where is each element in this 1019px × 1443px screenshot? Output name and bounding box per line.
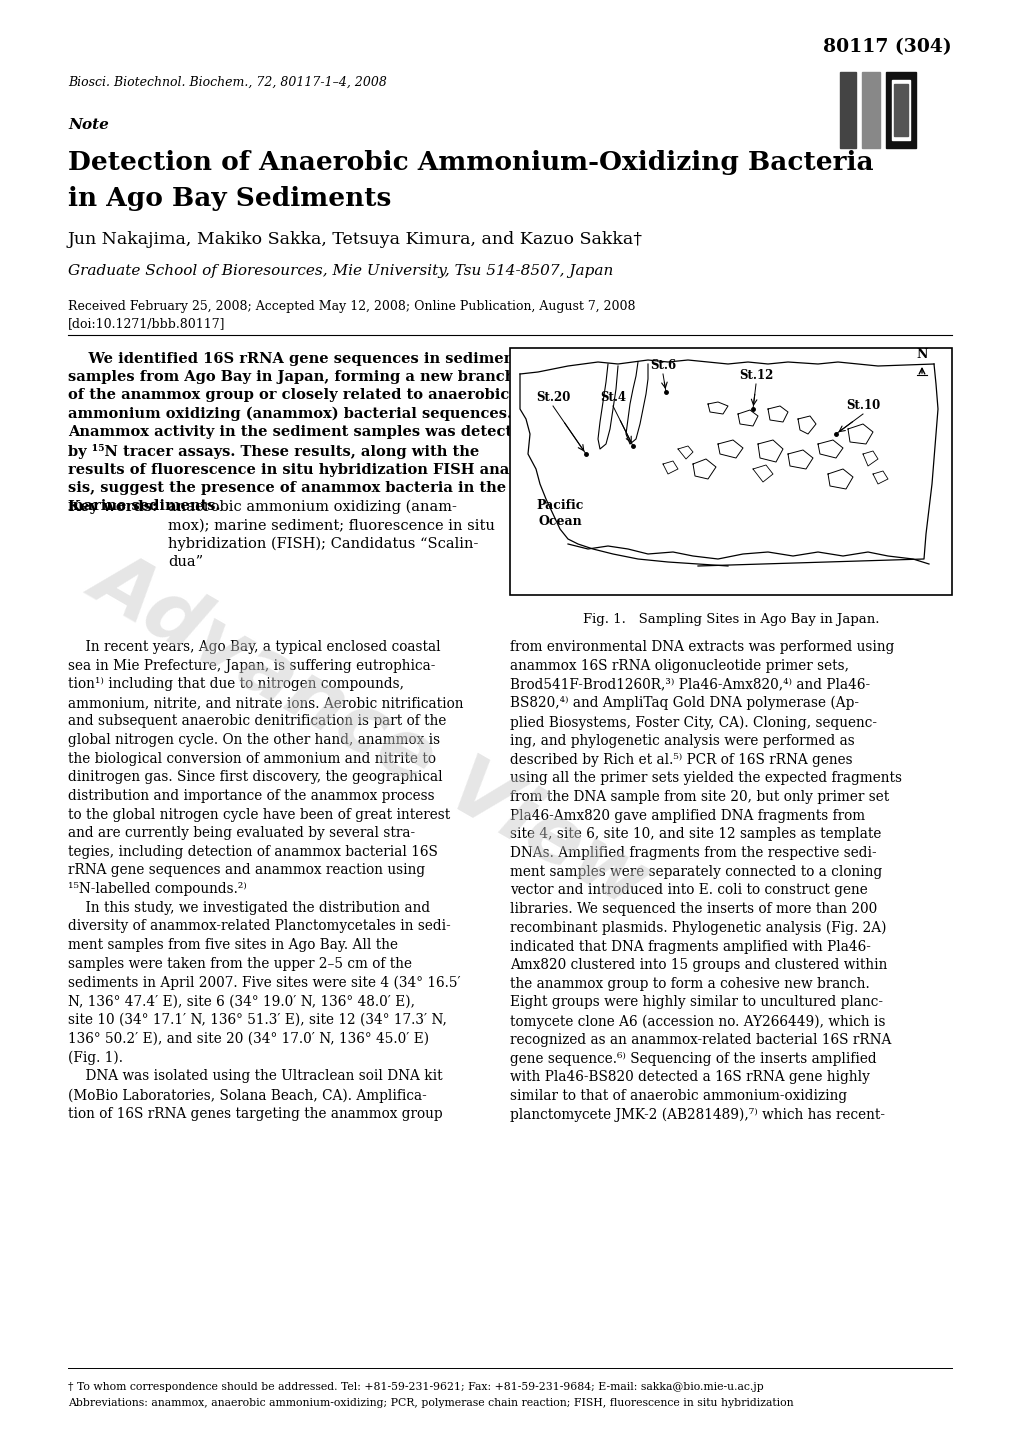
- Text: In recent years, Ago Bay, a typical enclosed coastal
sea in Mie Prefecture, Japa: In recent years, Ago Bay, a typical encl…: [68, 641, 463, 1121]
- Text: Jun Nakajima, Makiko Sakka, Tetsuya Kimura, and Kazuo Sakka†: Jun Nakajima, Makiko Sakka, Tetsuya Kimu…: [68, 231, 642, 248]
- Text: 80117 (304): 80117 (304): [822, 38, 951, 56]
- Text: Graduate School of Bioresources, Mie University, Tsu 514-8507, Japan: Graduate School of Bioresources, Mie Uni…: [68, 264, 612, 278]
- Polygon shape: [861, 72, 879, 149]
- Text: Biosci. Biotechnol. Biochem., 72, 80117-1–4, 2008: Biosci. Biotechnol. Biochem., 72, 80117-…: [68, 76, 386, 89]
- Polygon shape: [886, 72, 915, 149]
- Text: St.6: St.6: [649, 359, 676, 372]
- Text: St.4: St.4: [599, 391, 626, 404]
- Text: anaerobic ammonium oxidizing (anam-
mox); marine sediment; fluorescence in situ
: anaerobic ammonium oxidizing (anam- mox)…: [168, 501, 494, 570]
- Text: Key words:: Key words:: [68, 501, 157, 514]
- Text: St.10: St.10: [845, 400, 879, 413]
- Text: in Ago Bay Sediments: in Ago Bay Sediments: [68, 186, 391, 211]
- Text: from environmental DNA extracts was performed using
anammox 16S rRNA oligonucleo: from environmental DNA extracts was perf…: [510, 641, 901, 1123]
- Polygon shape: [892, 79, 909, 140]
- Text: Detection of Anaerobic Ammonium-Oxidizing Bacteria: Detection of Anaerobic Ammonium-Oxidizin…: [68, 150, 872, 175]
- Text: Abbreviations: anammox, anaerobic ammonium-oxidizing; PCR, polymerase chain reac: Abbreviations: anammox, anaerobic ammoni…: [68, 1398, 793, 1408]
- Bar: [510, 348, 951, 595]
- Polygon shape: [840, 72, 855, 149]
- Text: [doi:10.1271/bbb.80117]: [doi:10.1271/bbb.80117]: [68, 317, 225, 330]
- Text: N: N: [915, 348, 926, 361]
- Text: Advance View: Advance View: [77, 538, 661, 921]
- Text: St.12: St.12: [738, 369, 772, 382]
- Text: Received February 25, 2008; Accepted May 12, 2008; Online Publication, August 7,: Received February 25, 2008; Accepted May…: [68, 300, 635, 313]
- Text: We identified 16S rRNA gene sequences in sediment
samples from Ago Bay in Japan,: We identified 16S rRNA gene sequences in…: [68, 352, 531, 514]
- Text: † To whom correspondence should be addressed. Tel: +81-59-231-9621; Fax: +81-59-: † To whom correspondence should be addre…: [68, 1382, 763, 1392]
- Text: Pacific
Ocean: Pacific Ocean: [536, 499, 583, 528]
- Polygon shape: [893, 84, 907, 136]
- Text: St.20: St.20: [535, 391, 570, 404]
- Text: Note: Note: [68, 118, 109, 131]
- Text: Fig. 1.   Sampling Sites in Ago Bay in Japan.: Fig. 1. Sampling Sites in Ago Bay in Jap…: [582, 613, 878, 626]
